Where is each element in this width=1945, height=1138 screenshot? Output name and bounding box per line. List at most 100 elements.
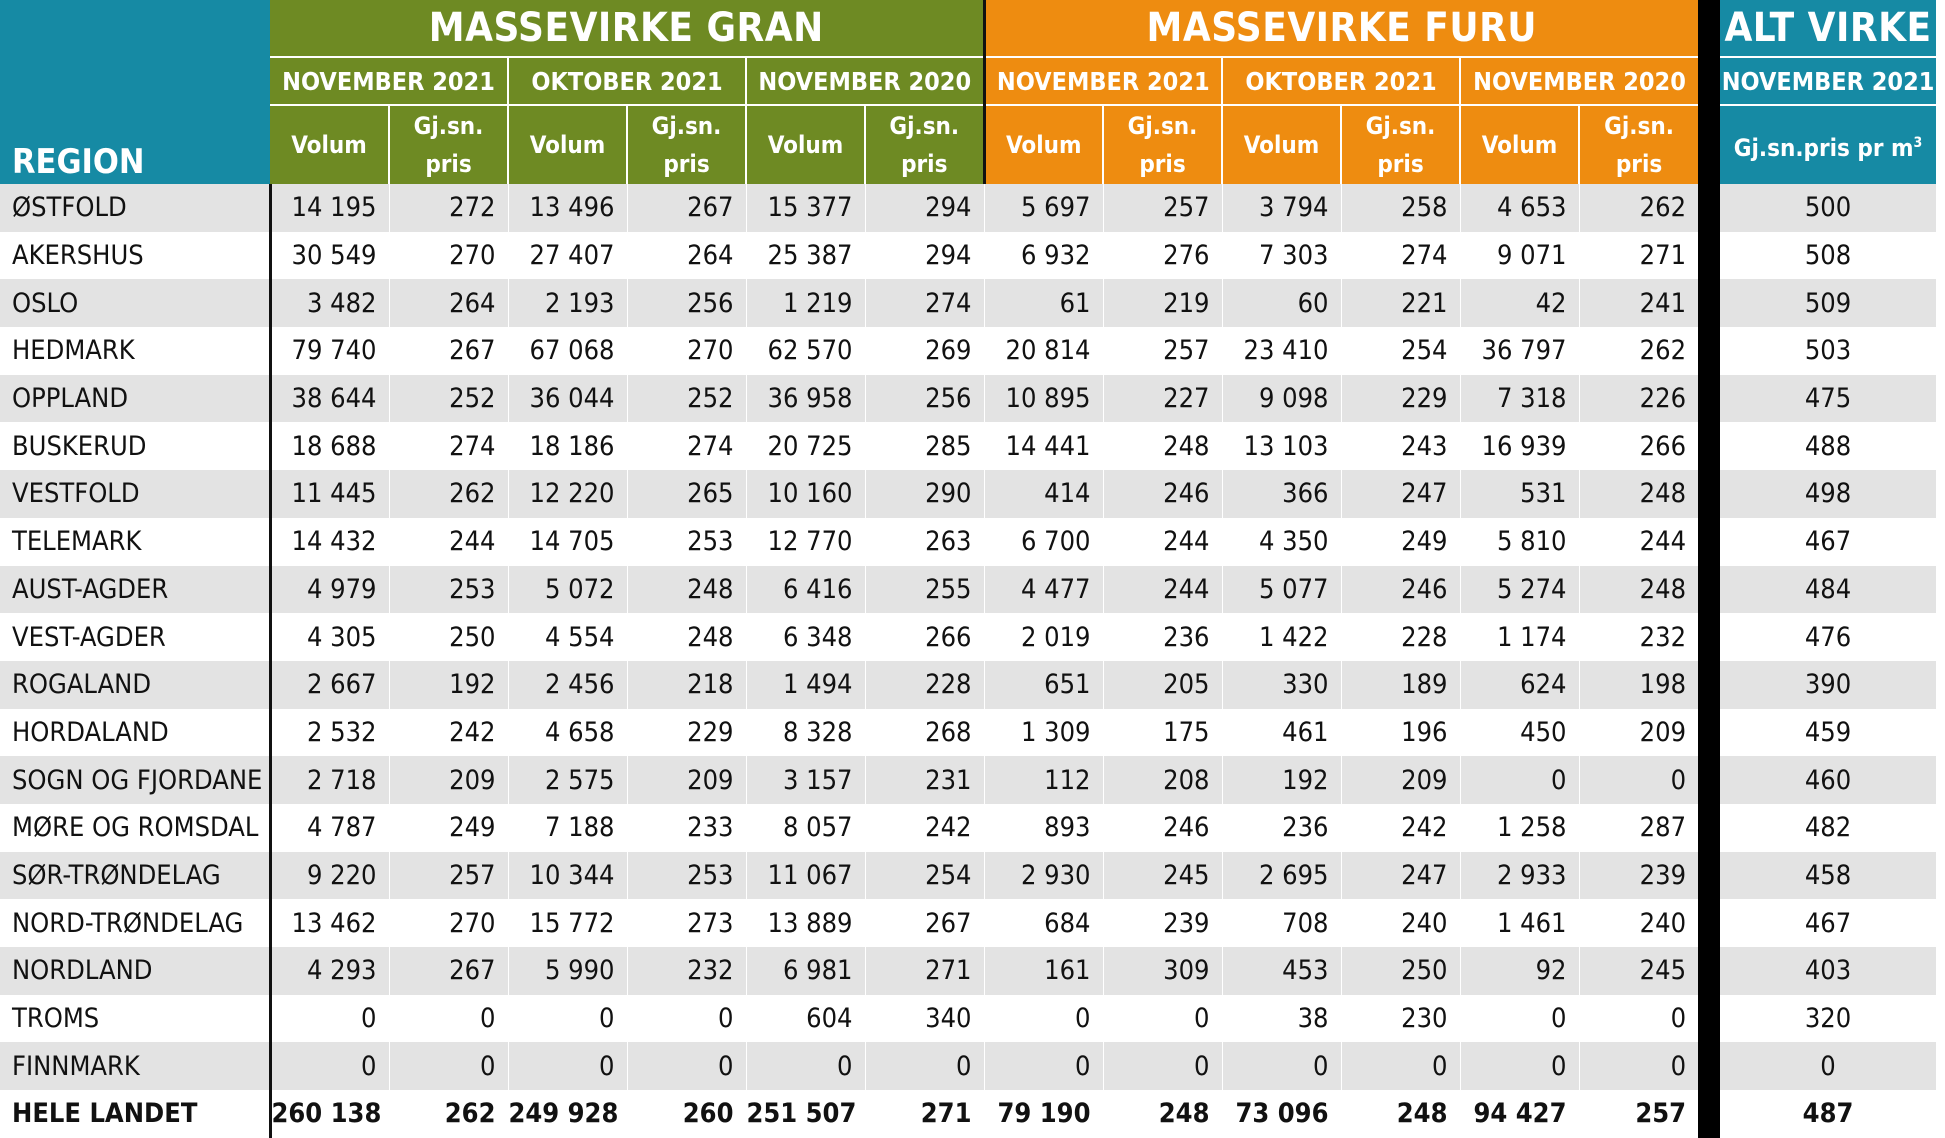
volum-cell: 8 057 xyxy=(745,803,865,852)
pris-cell: 229 xyxy=(1340,374,1460,423)
volum-cell: 414 xyxy=(983,470,1103,518)
alt-virke-price-cell: 320 xyxy=(1720,994,1937,1043)
volum-cell: 5 274 xyxy=(1459,565,1579,614)
pris-cell: 233 xyxy=(626,803,746,852)
volum-cell: 7 318 xyxy=(1459,374,1579,423)
volum-cell: 2 718 xyxy=(269,756,389,804)
volum-cell: 15 377 xyxy=(745,184,865,232)
volum-cell: 36 958 xyxy=(745,374,865,423)
region-name: SØR-TRØNDELAG xyxy=(0,851,272,900)
pris-cell: 252 xyxy=(388,374,508,423)
pris-cell: 242 xyxy=(388,708,508,757)
pris-cell: 247 xyxy=(1340,470,1460,518)
volum-cell: 1 309 xyxy=(983,708,1103,757)
black-separator-cell xyxy=(1698,231,1721,280)
pris-cell: 227 xyxy=(1102,374,1222,423)
volum-cell: 0 xyxy=(1221,1042,1341,1091)
pris-cell: 273 xyxy=(626,899,746,947)
volum-cell: 461 xyxy=(1221,708,1341,757)
pris-header-line2: pris xyxy=(425,150,472,178)
volum-cell: 3 482 xyxy=(269,279,389,328)
pris-cell: 0 xyxy=(1578,994,1699,1043)
alt-virke-price-cell: 508 xyxy=(1720,231,1937,280)
volum-cell: 18 688 xyxy=(269,422,389,471)
pris-header-line1: Gj.sn. xyxy=(1365,112,1436,140)
region-name: SOGN OG FJORDANE xyxy=(0,756,272,804)
volum-cell: 1 461 xyxy=(1459,899,1579,947)
alt-virke-price-cell: 500 xyxy=(1720,184,1937,232)
volum-cell: 18 186 xyxy=(507,422,627,471)
region-name: OPPLAND xyxy=(0,374,272,423)
cubic-superscript: 3 xyxy=(1913,134,1923,151)
volum-cell: 366 xyxy=(1221,470,1341,518)
black-separator-cell xyxy=(1698,660,1721,709)
region-name: AUST-AGDER xyxy=(0,565,272,614)
volum-cell: 4 293 xyxy=(269,947,389,995)
volum-cell: 13 496 xyxy=(507,184,627,232)
pris-cell: 228 xyxy=(1340,613,1460,661)
volum-cell: 161 xyxy=(983,947,1103,995)
pris-cell: 219 xyxy=(1102,279,1222,328)
pris-cell: 264 xyxy=(626,231,746,280)
pris-cell: 290 xyxy=(864,470,984,518)
volum-cell: 27 407 xyxy=(507,231,627,280)
volum-header: Volum xyxy=(270,104,389,184)
pris-cell: 0 xyxy=(1102,1042,1222,1091)
volum-cell: 112 xyxy=(983,756,1103,804)
pris-cell: 232 xyxy=(1578,613,1699,661)
volum-cell: 4 305 xyxy=(269,613,389,661)
volum-cell: 651 xyxy=(983,660,1103,709)
volum-cell: 92 xyxy=(1459,947,1579,995)
pris-cell: 250 xyxy=(1340,947,1460,995)
pris-cell: 268 xyxy=(864,708,984,757)
pris-cell: 242 xyxy=(1340,803,1460,852)
pris-cell: 208 xyxy=(1102,756,1222,804)
pris-header-line2: pris xyxy=(1139,150,1186,178)
black-separator-cell xyxy=(1698,851,1721,900)
pris-cell: 271 xyxy=(1578,231,1699,280)
volum-cell: 0 xyxy=(1459,994,1579,1043)
pris-cell: 253 xyxy=(626,517,746,566)
alt-virke-subheader-label: Gj.sn.pris pr m xyxy=(1733,133,1914,162)
alt-virke-price-cell: 475 xyxy=(1720,374,1937,423)
pris-cell: 263 xyxy=(864,517,984,566)
table-row: HEDMARK 79 740 267 67 068 270 62 570 269 20 814… xyxy=(0,327,1937,375)
volum-cell: 14 432 xyxy=(269,517,389,566)
table-row: OPPLAND 38 644 252 36 044 252 36 958 256 10 895… xyxy=(0,374,1937,423)
volum-cell: 60 xyxy=(1221,279,1341,328)
pris-cell: 248 xyxy=(1102,1090,1222,1138)
region-name: BUSKERUD xyxy=(0,422,272,471)
pris-cell: 241 xyxy=(1578,279,1699,328)
pris-cell: 248 xyxy=(1578,470,1699,518)
alt-virke-price-cell: 460 xyxy=(1720,756,1937,804)
volum-cell: 6 416 xyxy=(745,565,865,614)
volum-cell: 236 xyxy=(1221,803,1341,852)
black-separator-cell xyxy=(1698,803,1721,852)
pris-header-line1: Gj.sn. xyxy=(651,112,722,140)
table-row: FINNMARK 0 0 0 0 0 0 0 0 0 0 0 0 0 xyxy=(0,1042,1937,1091)
volum-cell: 11 445 xyxy=(269,470,389,518)
black-separator-cell xyxy=(1698,1042,1721,1091)
pris-cell: 254 xyxy=(1340,327,1460,375)
volum-cell: 5 077 xyxy=(1221,565,1341,614)
pris-header-line2: pris xyxy=(1615,150,1663,178)
pris-cell: 221 xyxy=(1340,279,1460,328)
volum-cell: 62 570 xyxy=(745,327,865,375)
pris-cell: 226 xyxy=(1578,374,1699,423)
volum-cell: 0 xyxy=(507,1042,627,1091)
table-row: ØSTFOLD 14 195 272 13 496 267 15 377 294 5 697 2… xyxy=(0,184,1937,232)
pris-cell: 189 xyxy=(1340,660,1460,709)
pris-header-line2: pris xyxy=(663,150,710,178)
volum-cell: 36 797 xyxy=(1459,327,1579,375)
pris-cell: 244 xyxy=(1102,517,1222,566)
region-column-header: REGION xyxy=(0,0,270,184)
pris-cell: 230 xyxy=(1340,994,1460,1043)
black-separator-cell xyxy=(1698,1090,1721,1138)
black-separator xyxy=(1698,0,1721,184)
pris-cell: 340 xyxy=(864,994,984,1043)
pris-cell: 262 xyxy=(1578,327,1699,375)
pris-cell: 257 xyxy=(388,851,508,900)
volum-cell: 893 xyxy=(983,803,1103,852)
gran-period-nov-2020: NOVEMBER 2020 xyxy=(745,56,984,105)
